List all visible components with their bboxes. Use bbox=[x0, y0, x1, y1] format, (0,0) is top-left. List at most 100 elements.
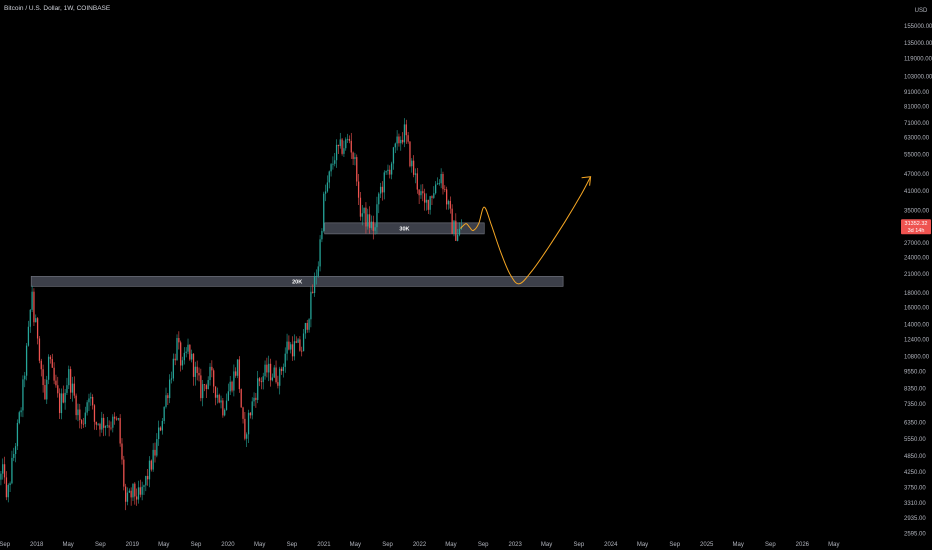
price-axis[interactable]: USD 155000.00 135000.00 119000.00 103000.00 9… bbox=[904, 8, 932, 537]
candle-body bbox=[7, 485, 9, 498]
candle-body bbox=[192, 353, 195, 377]
candle-body bbox=[449, 201, 451, 209]
candle-body bbox=[409, 141, 411, 167]
candle-body bbox=[156, 439, 158, 456]
candle-body bbox=[266, 364, 268, 373]
time-tick-label: May bbox=[62, 542, 73, 548]
time-tick-label: Sep bbox=[765, 542, 776, 548]
candle-body bbox=[104, 426, 107, 428]
candle-body bbox=[69, 369, 72, 393]
candle-body bbox=[400, 139, 402, 144]
candle-body bbox=[194, 366, 196, 377]
candle-body bbox=[249, 412, 252, 416]
candle-body bbox=[84, 412, 86, 424]
time-tick-label: May bbox=[254, 542, 265, 548]
candle-body bbox=[123, 459, 125, 487]
price-tick-label: 16000.00 bbox=[904, 306, 930, 312]
candle-body bbox=[22, 379, 24, 411]
time-tick-label: Sep bbox=[382, 542, 393, 548]
candle-body bbox=[354, 157, 356, 159]
candle-body bbox=[280, 368, 283, 372]
candle-body bbox=[436, 183, 439, 185]
candle-body bbox=[233, 371, 235, 391]
zone-20k[interactable] bbox=[30, 276, 564, 287]
candle-body bbox=[187, 344, 189, 352]
candle-body bbox=[49, 356, 52, 360]
time-tick-label: May bbox=[158, 542, 169, 548]
candle-body bbox=[73, 383, 75, 396]
time-tick-label: May bbox=[828, 542, 839, 548]
price-tick-label: 41000.00 bbox=[904, 189, 930, 195]
candle-body bbox=[301, 350, 303, 352]
candle-body bbox=[290, 344, 292, 350]
candle-body bbox=[310, 291, 312, 320]
time-tick-label: 2019 bbox=[126, 542, 140, 548]
candle-body bbox=[29, 309, 31, 327]
time-tick-label: May bbox=[541, 542, 552, 548]
candle-body bbox=[297, 339, 299, 343]
price-tick-label: 9550.00 bbox=[904, 370, 926, 376]
candle-body bbox=[458, 228, 461, 235]
price-tick-label: 135000.00 bbox=[904, 41, 932, 47]
candle-body bbox=[291, 344, 294, 357]
price-tick-label: 7350.00 bbox=[904, 402, 926, 408]
candle-body bbox=[71, 383, 74, 393]
candle-body bbox=[209, 366, 211, 381]
candle-body bbox=[379, 186, 382, 194]
candle-body bbox=[444, 189, 446, 191]
candle-body bbox=[97, 423, 99, 425]
price-tick-label: 55000.00 bbox=[904, 152, 930, 158]
price-tick-label: 2935.00 bbox=[904, 516, 926, 522]
price-tick-label: 47000.00 bbox=[904, 172, 930, 178]
time-tick-label: Sep bbox=[0, 542, 11, 548]
candle-body bbox=[299, 339, 301, 351]
candle-body bbox=[33, 291, 35, 323]
candle-body bbox=[401, 139, 404, 143]
candle-body bbox=[345, 139, 347, 149]
candle-body bbox=[457, 234, 459, 241]
candle-body bbox=[423, 193, 426, 203]
candle-body bbox=[407, 135, 409, 142]
candle-body bbox=[20, 410, 22, 413]
candle-body bbox=[91, 396, 94, 406]
candle-body bbox=[200, 375, 202, 399]
time-tick-label: 2023 bbox=[508, 542, 522, 548]
candle-body bbox=[213, 370, 215, 387]
candle-body bbox=[152, 449, 154, 470]
zone-label-30k: 30K bbox=[399, 226, 409, 232]
candle-body bbox=[350, 140, 352, 153]
candle-body bbox=[304, 322, 307, 334]
projection-arrowhead bbox=[581, 176, 592, 186]
candle-body bbox=[51, 359, 53, 368]
candle-body bbox=[202, 384, 204, 399]
candle-body bbox=[130, 490, 132, 498]
candle-body bbox=[0, 473, 2, 480]
candle-body bbox=[372, 221, 374, 231]
candle-body bbox=[117, 418, 119, 420]
candle-body bbox=[306, 322, 308, 330]
candle-body bbox=[260, 381, 263, 383]
candle-body bbox=[203, 384, 206, 386]
time-tick-label: May bbox=[732, 542, 743, 548]
candle-body bbox=[341, 139, 343, 154]
candle-body bbox=[42, 369, 44, 386]
zone-labels-layer: 30K 20K bbox=[292, 226, 409, 285]
candle-body bbox=[403, 124, 406, 143]
candle-body bbox=[394, 143, 396, 148]
candle-body bbox=[418, 189, 420, 196]
price-tick-label: 81000.00 bbox=[904, 104, 930, 110]
candle-body bbox=[145, 476, 147, 486]
time-axis[interactable]: Sep 2018 May Sep 2019 May Sep 2020 May Sep 2021 May… bbox=[0, 542, 839, 548]
price-tick-label: 12400.00 bbox=[904, 337, 930, 343]
candle-body bbox=[374, 227, 376, 231]
zone-30k[interactable] bbox=[324, 222, 485, 235]
candle-body bbox=[385, 171, 387, 173]
candle-body bbox=[113, 416, 116, 419]
candle-body bbox=[62, 393, 64, 403]
candle-body bbox=[141, 486, 143, 495]
candle-body bbox=[3, 464, 6, 478]
candle-body bbox=[422, 191, 424, 194]
candle-body bbox=[420, 191, 422, 196]
candle-body bbox=[147, 476, 149, 480]
